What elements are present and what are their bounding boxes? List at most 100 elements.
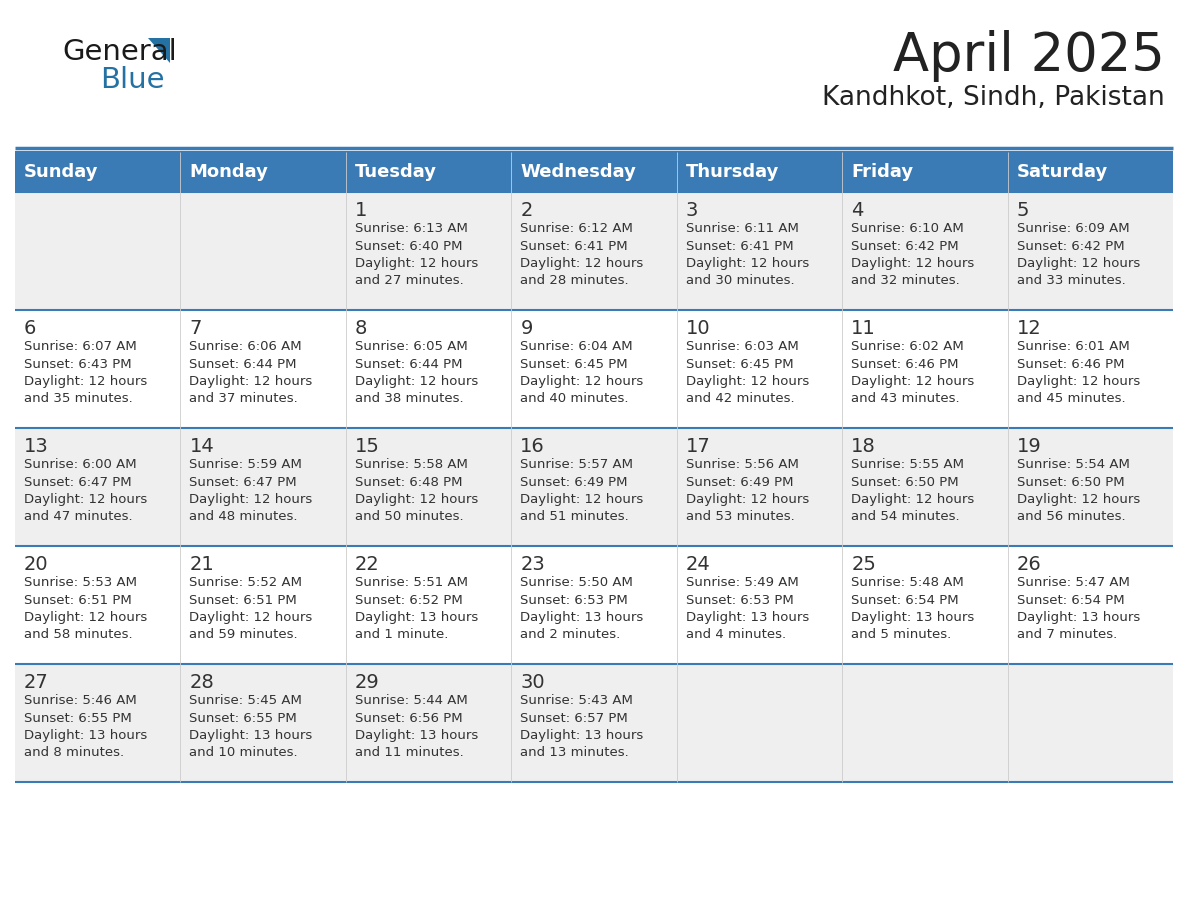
- Text: 21: 21: [189, 555, 214, 574]
- Text: Tuesday: Tuesday: [355, 163, 437, 181]
- Bar: [181, 152, 346, 192]
- Text: Sunrise: 6:05 AM
Sunset: 6:44 PM
Daylight: 12 hours
and 38 minutes.: Sunrise: 6:05 AM Sunset: 6:44 PM Dayligh…: [355, 340, 478, 406]
- Text: Sunrise: 5:55 AM
Sunset: 6:50 PM
Daylight: 12 hours
and 54 minutes.: Sunrise: 5:55 AM Sunset: 6:50 PM Dayligh…: [851, 458, 974, 523]
- Text: 7: 7: [189, 319, 202, 338]
- Text: Sunrise: 5:48 AM
Sunset: 6:54 PM
Daylight: 13 hours
and 5 minutes.: Sunrise: 5:48 AM Sunset: 6:54 PM Dayligh…: [851, 576, 974, 642]
- Text: 9: 9: [520, 319, 532, 338]
- Bar: [181, 428, 346, 546]
- Text: Sunrise: 5:46 AM
Sunset: 6:55 PM
Daylight: 13 hours
and 8 minutes.: Sunrise: 5:46 AM Sunset: 6:55 PM Dayligh…: [24, 694, 147, 759]
- Text: Kandhkot, Sindh, Pakistan: Kandhkot, Sindh, Pakistan: [822, 85, 1165, 111]
- Bar: [181, 546, 346, 664]
- Text: Blue: Blue: [100, 66, 164, 94]
- Text: 17: 17: [685, 437, 710, 456]
- Bar: [15, 192, 181, 310]
- Bar: [1007, 310, 1173, 428]
- Text: Sunrise: 5:54 AM
Sunset: 6:50 PM
Daylight: 12 hours
and 56 minutes.: Sunrise: 5:54 AM Sunset: 6:50 PM Dayligh…: [1017, 458, 1139, 523]
- Bar: [511, 428, 677, 546]
- Bar: [677, 152, 842, 192]
- Text: Sunrise: 6:11 AM
Sunset: 6:41 PM
Daylight: 12 hours
and 30 minutes.: Sunrise: 6:11 AM Sunset: 6:41 PM Dayligh…: [685, 222, 809, 287]
- Text: Sunrise: 6:03 AM
Sunset: 6:45 PM
Daylight: 12 hours
and 42 minutes.: Sunrise: 6:03 AM Sunset: 6:45 PM Dayligh…: [685, 340, 809, 406]
- Text: Sunrise: 6:02 AM
Sunset: 6:46 PM
Daylight: 12 hours
and 43 minutes.: Sunrise: 6:02 AM Sunset: 6:46 PM Dayligh…: [851, 340, 974, 406]
- Text: 1: 1: [355, 201, 367, 220]
- Bar: [511, 664, 677, 782]
- Text: Sunrise: 6:13 AM
Sunset: 6:40 PM
Daylight: 12 hours
and 27 minutes.: Sunrise: 6:13 AM Sunset: 6:40 PM Dayligh…: [355, 222, 478, 287]
- Text: 26: 26: [1017, 555, 1042, 574]
- Bar: [1007, 664, 1173, 782]
- Text: 29: 29: [355, 673, 380, 692]
- Text: Sunrise: 5:53 AM
Sunset: 6:51 PM
Daylight: 12 hours
and 58 minutes.: Sunrise: 5:53 AM Sunset: 6:51 PM Dayligh…: [24, 576, 147, 642]
- Text: Sunrise: 6:09 AM
Sunset: 6:42 PM
Daylight: 12 hours
and 33 minutes.: Sunrise: 6:09 AM Sunset: 6:42 PM Dayligh…: [1017, 222, 1139, 287]
- Bar: [346, 192, 511, 310]
- Bar: [1007, 546, 1173, 664]
- Bar: [677, 664, 842, 782]
- Bar: [842, 152, 1007, 192]
- Bar: [346, 428, 511, 546]
- Text: 20: 20: [24, 555, 49, 574]
- Text: Sunrise: 5:49 AM
Sunset: 6:53 PM
Daylight: 13 hours
and 4 minutes.: Sunrise: 5:49 AM Sunset: 6:53 PM Dayligh…: [685, 576, 809, 642]
- Text: 28: 28: [189, 673, 214, 692]
- Text: 30: 30: [520, 673, 545, 692]
- Bar: [15, 152, 181, 192]
- Text: 5: 5: [1017, 201, 1029, 220]
- Bar: [181, 310, 346, 428]
- Bar: [1007, 428, 1173, 546]
- Bar: [346, 152, 511, 192]
- Text: 24: 24: [685, 555, 710, 574]
- Bar: [511, 546, 677, 664]
- Bar: [346, 664, 511, 782]
- Bar: [15, 428, 181, 546]
- Text: General: General: [62, 38, 177, 66]
- Text: 4: 4: [851, 201, 864, 220]
- Bar: [677, 428, 842, 546]
- Text: Sunrise: 5:50 AM
Sunset: 6:53 PM
Daylight: 13 hours
and 2 minutes.: Sunrise: 5:50 AM Sunset: 6:53 PM Dayligh…: [520, 576, 644, 642]
- Text: Sunrise: 6:00 AM
Sunset: 6:47 PM
Daylight: 12 hours
and 47 minutes.: Sunrise: 6:00 AM Sunset: 6:47 PM Dayligh…: [24, 458, 147, 523]
- Bar: [15, 664, 181, 782]
- Text: 15: 15: [355, 437, 380, 456]
- Text: Friday: Friday: [851, 163, 914, 181]
- Text: 18: 18: [851, 437, 876, 456]
- Polygon shape: [148, 38, 170, 63]
- Text: Sunrise: 6:06 AM
Sunset: 6:44 PM
Daylight: 12 hours
and 37 minutes.: Sunrise: 6:06 AM Sunset: 6:44 PM Dayligh…: [189, 340, 312, 406]
- Text: 8: 8: [355, 319, 367, 338]
- Bar: [842, 192, 1007, 310]
- Text: Sunrise: 5:52 AM
Sunset: 6:51 PM
Daylight: 12 hours
and 59 minutes.: Sunrise: 5:52 AM Sunset: 6:51 PM Dayligh…: [189, 576, 312, 642]
- Bar: [511, 192, 677, 310]
- Text: 6: 6: [24, 319, 37, 338]
- Text: Sunday: Sunday: [24, 163, 99, 181]
- Text: Sunrise: 5:44 AM
Sunset: 6:56 PM
Daylight: 13 hours
and 11 minutes.: Sunrise: 5:44 AM Sunset: 6:56 PM Dayligh…: [355, 694, 478, 759]
- Text: Thursday: Thursday: [685, 163, 779, 181]
- Text: 23: 23: [520, 555, 545, 574]
- Text: Sunrise: 5:56 AM
Sunset: 6:49 PM
Daylight: 12 hours
and 53 minutes.: Sunrise: 5:56 AM Sunset: 6:49 PM Dayligh…: [685, 458, 809, 523]
- Text: Sunrise: 6:07 AM
Sunset: 6:43 PM
Daylight: 12 hours
and 35 minutes.: Sunrise: 6:07 AM Sunset: 6:43 PM Dayligh…: [24, 340, 147, 406]
- Bar: [346, 310, 511, 428]
- Bar: [842, 546, 1007, 664]
- Text: 16: 16: [520, 437, 545, 456]
- Text: Sunrise: 5:58 AM
Sunset: 6:48 PM
Daylight: 12 hours
and 50 minutes.: Sunrise: 5:58 AM Sunset: 6:48 PM Dayligh…: [355, 458, 478, 523]
- Text: 27: 27: [24, 673, 49, 692]
- Text: 13: 13: [24, 437, 49, 456]
- Bar: [842, 664, 1007, 782]
- Text: Sunrise: 5:43 AM
Sunset: 6:57 PM
Daylight: 13 hours
and 13 minutes.: Sunrise: 5:43 AM Sunset: 6:57 PM Dayligh…: [520, 694, 644, 759]
- Text: 22: 22: [355, 555, 380, 574]
- Bar: [346, 546, 511, 664]
- Text: Saturday: Saturday: [1017, 163, 1108, 181]
- Bar: [842, 428, 1007, 546]
- Text: 10: 10: [685, 319, 710, 338]
- Text: Sunrise: 5:47 AM
Sunset: 6:54 PM
Daylight: 13 hours
and 7 minutes.: Sunrise: 5:47 AM Sunset: 6:54 PM Dayligh…: [1017, 576, 1139, 642]
- Text: Sunrise: 5:57 AM
Sunset: 6:49 PM
Daylight: 12 hours
and 51 minutes.: Sunrise: 5:57 AM Sunset: 6:49 PM Dayligh…: [520, 458, 644, 523]
- Text: Sunrise: 6:12 AM
Sunset: 6:41 PM
Daylight: 12 hours
and 28 minutes.: Sunrise: 6:12 AM Sunset: 6:41 PM Dayligh…: [520, 222, 644, 287]
- Text: 2: 2: [520, 201, 532, 220]
- Bar: [677, 192, 842, 310]
- Text: Sunrise: 6:10 AM
Sunset: 6:42 PM
Daylight: 12 hours
and 32 minutes.: Sunrise: 6:10 AM Sunset: 6:42 PM Dayligh…: [851, 222, 974, 287]
- Bar: [15, 546, 181, 664]
- Text: 25: 25: [851, 555, 876, 574]
- Bar: [677, 546, 842, 664]
- Bar: [181, 192, 346, 310]
- Bar: [511, 152, 677, 192]
- Text: Wednesday: Wednesday: [520, 163, 636, 181]
- Text: Sunrise: 5:45 AM
Sunset: 6:55 PM
Daylight: 13 hours
and 10 minutes.: Sunrise: 5:45 AM Sunset: 6:55 PM Dayligh…: [189, 694, 312, 759]
- Text: Sunrise: 6:04 AM
Sunset: 6:45 PM
Daylight: 12 hours
and 40 minutes.: Sunrise: 6:04 AM Sunset: 6:45 PM Dayligh…: [520, 340, 644, 406]
- Text: Sunrise: 6:01 AM
Sunset: 6:46 PM
Daylight: 12 hours
and 45 minutes.: Sunrise: 6:01 AM Sunset: 6:46 PM Dayligh…: [1017, 340, 1139, 406]
- Bar: [842, 310, 1007, 428]
- Bar: [1007, 192, 1173, 310]
